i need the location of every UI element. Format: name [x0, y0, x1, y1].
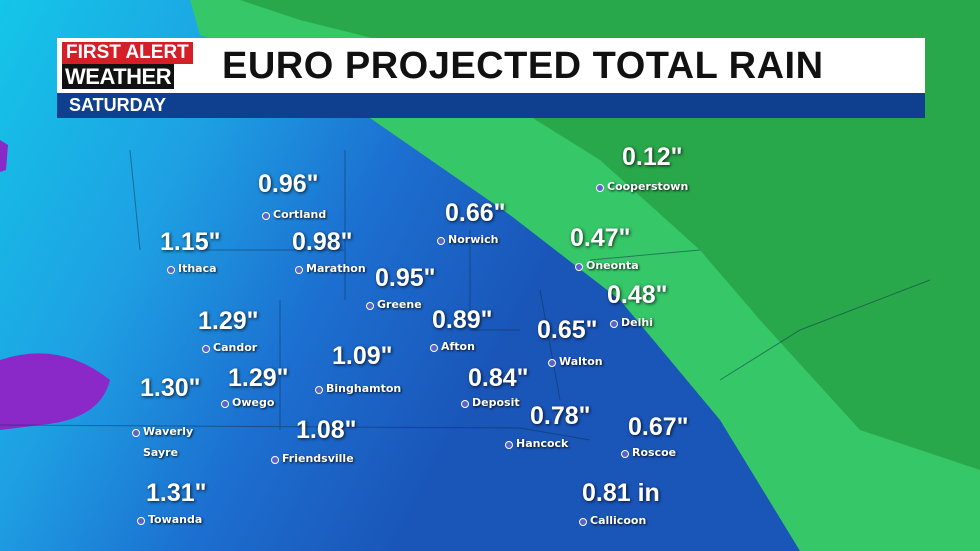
location-name: Marathon [306, 262, 366, 275]
subtitle: SATURDAY [69, 95, 167, 115]
location-dot [596, 184, 604, 192]
rain-amount: 0.48" [607, 281, 668, 309]
location-name: Greene [377, 298, 422, 311]
location-dot [430, 344, 438, 352]
location-dot [137, 517, 145, 525]
location-name: Candor [213, 341, 258, 354]
rain-amount: 0.67" [628, 413, 689, 441]
location-name: Roscoe [632, 446, 677, 459]
rain-amount: 1.29" [198, 307, 259, 335]
location-dot [295, 266, 303, 274]
header-bar: FIRST ALERT WEATHER EURO PROJECTED TOTAL… [57, 38, 925, 93]
location-name: Towanda [148, 513, 203, 526]
rain-amount: 0.78" [530, 402, 591, 430]
rain-amount: 1.08" [296, 416, 357, 444]
location-name: Walton [559, 355, 603, 368]
rain-amount: 1.29" [228, 364, 289, 392]
location-dot [461, 400, 469, 408]
location-name: Deposit [472, 396, 520, 409]
rain-amount: 0.12" [622, 143, 683, 171]
rain-amount: 0.65" [537, 316, 598, 344]
location-name: Cortland [273, 208, 327, 221]
rain-amount: 1.09" [332, 342, 393, 370]
location-dot [132, 429, 140, 437]
location-dot [575, 263, 583, 271]
location-dot [437, 237, 445, 245]
location-dot [621, 450, 629, 458]
rain-amount: 0.66" [445, 199, 506, 227]
location-name: Hancock [516, 437, 569, 450]
logo-line: FIRST ALERT [62, 42, 193, 64]
location-dot [579, 518, 587, 526]
location-dot [167, 266, 175, 274]
location-name: Delhi [621, 316, 653, 329]
location-name: Afton [441, 340, 475, 353]
rain-amount: 0.84" [468, 364, 529, 392]
rain-amount: 0.47" [570, 224, 631, 252]
location-name: Sayre [143, 446, 179, 459]
location-name: Binghamton [326, 382, 402, 395]
location-name: Friendsville [282, 452, 354, 465]
logo: FIRST ALERT WEATHER [62, 42, 202, 90]
location-dot [262, 212, 270, 220]
location-dot [505, 441, 513, 449]
location-dot [221, 400, 229, 408]
location-name: Norwich [448, 233, 499, 246]
subtitle-bar: SATURDAY [57, 93, 925, 118]
location-name: Oneonta [586, 259, 639, 272]
rain-amount: 0.96" [258, 170, 319, 198]
rain-amount: 0.98" [292, 228, 353, 256]
rain-amount: 0.81 in [582, 479, 660, 507]
location-dot [548, 359, 556, 367]
rain-amount: 1.30" [140, 374, 201, 402]
location-name: Ithaca [178, 262, 217, 275]
location-name: Waverly [143, 425, 194, 438]
location-name: Callicoon [590, 514, 647, 527]
location-dot [271, 456, 279, 464]
title: EURO PROJECTED TOTAL RAIN [222, 45, 824, 87]
location-dot [202, 345, 210, 353]
rain-amount: 1.15" [160, 228, 221, 256]
location-dot [315, 386, 323, 394]
location-dot [610, 320, 618, 328]
rain-amount: 1.31" [146, 479, 207, 507]
location-dot [366, 302, 374, 310]
rain-amount: 0.95" [375, 264, 436, 292]
location-name: Cooperstown [607, 180, 689, 193]
logo-line: WEATHER [62, 64, 175, 89]
location-name: Owego [232, 396, 275, 409]
rain-amount: 0.89" [432, 306, 493, 334]
